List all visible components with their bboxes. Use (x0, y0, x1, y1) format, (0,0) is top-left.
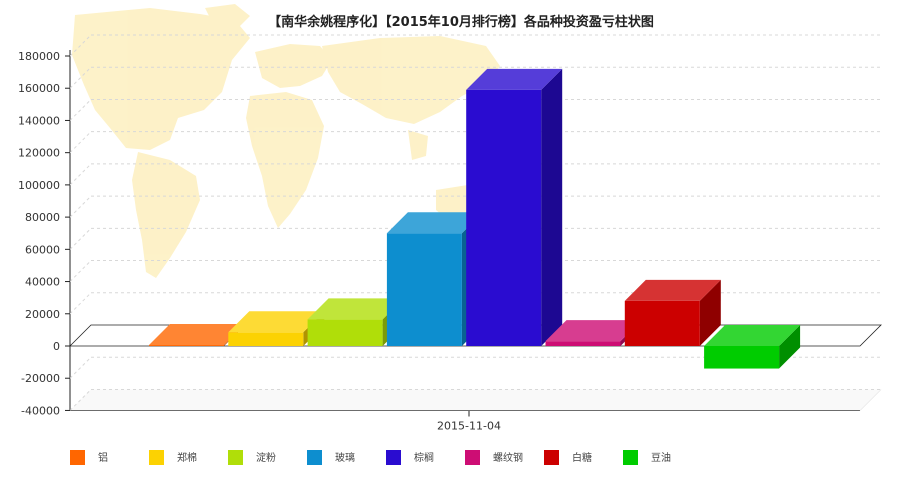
y-axis: 180000 160000 140000 120000 100000 80000 60000… (18, 50, 70, 417)
y-tick-label: 0 (53, 340, 60, 353)
grid-line-diagonal (69, 389, 92, 411)
y-tick-label: 120000 (18, 147, 60, 160)
y-tick-label: 140000 (18, 114, 60, 127)
y-tick-label: 40000 (25, 276, 60, 289)
legend-item: 玻璃 (307, 450, 355, 465)
y-tick-label: -20000 (21, 372, 60, 385)
legend-label: 淀粉 (256, 451, 276, 464)
legend-swatch (307, 450, 322, 465)
grid-line-diagonal (69, 292, 92, 315)
legend-swatch (544, 450, 559, 465)
chart-title: 【南华余姚程序化】【2015年10月排行榜】各品种投资盈亏柱状图 (268, 14, 654, 30)
legend-swatch (149, 450, 164, 465)
bar-top (149, 324, 245, 346)
bar-front (228, 332, 304, 346)
bar-5 (466, 68, 563, 346)
legend-item: 螺纹钢 (465, 450, 523, 465)
legend-item: 豆油 (623, 450, 671, 465)
grid-line-diagonal (69, 356, 92, 379)
legend-label: 白糖 (572, 451, 592, 464)
bar-top (545, 320, 642, 342)
plot-frame (69, 50, 882, 411)
legend: 铝 郑棉 淀粉 玻璃 棕榈 螺纹钢 白糖 豆油 (70, 450, 671, 465)
y-tick-label: 100000 (18, 179, 60, 192)
legend-label: 铝 (98, 452, 108, 464)
bar-front (545, 341, 621, 346)
bar-front (704, 346, 780, 369)
bar-top (386, 212, 483, 234)
x-tick-label: 2015-11-04 (437, 419, 501, 432)
grid-line-diagonal (69, 260, 92, 282)
grid-line-diagonal (69, 227, 92, 250)
bar-side (541, 68, 563, 346)
grid-line-diagonal (69, 99, 92, 121)
legend-label: 螺纹钢 (493, 451, 523, 464)
legend-swatch (70, 450, 85, 465)
bar-front (386, 233, 462, 346)
legend-item: 郑棉 (149, 450, 197, 465)
grid-line-diagonal (69, 66, 92, 89)
bar-top (466, 68, 563, 90)
bar-side (699, 279, 721, 346)
legend-label: 豆油 (651, 451, 671, 464)
bottom-plane (70, 389, 881, 411)
y-tick-label: -40000 (21, 404, 60, 417)
bar-top (228, 311, 325, 333)
legend-label: 郑棉 (177, 451, 197, 464)
legend-item: 铝 (70, 450, 108, 465)
y-tick-label: 160000 (18, 82, 60, 95)
y-tick-label: 180000 (18, 50, 60, 63)
bar-top (307, 298, 404, 320)
legend-label: 棕榈 (414, 451, 434, 464)
x-axis: 2015-11-04 (437, 410, 501, 432)
legend-swatch (623, 450, 638, 465)
grid-line-diagonal (69, 195, 92, 218)
bar-top (704, 325, 801, 346)
y-tick-label: 20000 (25, 308, 60, 321)
y-tick-label: 60000 (25, 243, 60, 256)
legend-item: 淀粉 (228, 450, 276, 465)
bar-8 (704, 325, 801, 369)
y-tick-label: 80000 (25, 211, 60, 224)
legend-item: 白糖 (544, 450, 592, 465)
legend-item: 棕榈 (386, 450, 434, 465)
legend-swatch (465, 450, 480, 465)
bar-front (307, 319, 383, 346)
grid-line-diagonal (69, 163, 92, 186)
legend-swatch (228, 450, 243, 465)
bars (149, 68, 801, 369)
bar-7 (624, 279, 721, 346)
bar-side (779, 325, 801, 369)
grid-lines (69, 34, 881, 411)
legend-swatch (386, 450, 401, 465)
bar-front (466, 89, 542, 346)
grid-line-diagonal (69, 34, 92, 57)
bar-front (149, 345, 224, 346)
grid-line-diagonal (69, 131, 92, 154)
legend-label: 玻璃 (335, 451, 355, 464)
bar-front (624, 300, 700, 346)
bar-top (624, 279, 721, 301)
